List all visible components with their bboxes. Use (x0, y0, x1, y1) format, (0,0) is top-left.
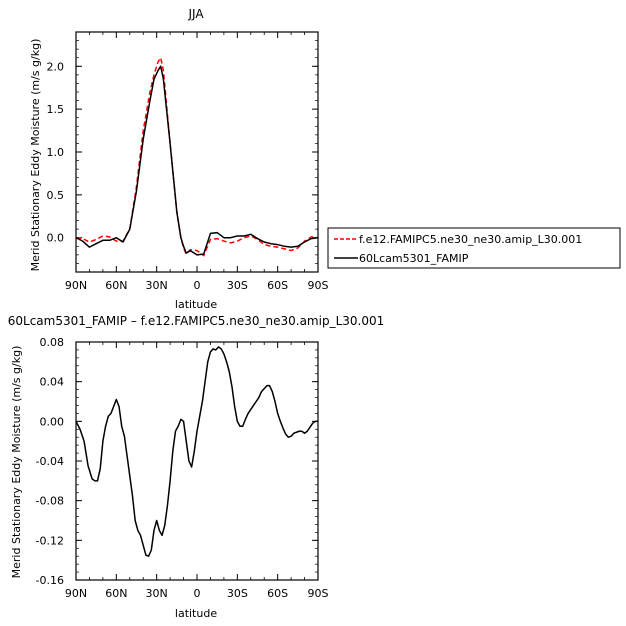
bottom-y-tick-label: 0.04 (40, 376, 65, 389)
bottom-y-tick-label: -0.16 (36, 574, 64, 587)
legend-box (327, 227, 621, 269)
top-y-tick-label: 1.0 (47, 146, 65, 159)
top-panel-title: JJA (187, 7, 204, 21)
bottom-x-tick-label: 30N (146, 587, 168, 600)
top-x-tick-label: 30N (146, 279, 168, 292)
legend-label-1: 60Lcam5301_FAMIP (359, 252, 469, 265)
bottom-panel-ylabel: Merid Stationary Eddy Moisture (m/s g/kg… (10, 346, 23, 579)
top-x-tick-label: 30S (227, 279, 248, 292)
top-series-line-0 (76, 56, 318, 257)
bottom-plot-frame (75, 341, 319, 581)
top-x-tick-label: 60N (105, 279, 127, 292)
bottom-panel-title: 60Lcam5301_FAMIP – f.e12.FAMIPC5.ne30_ne… (8, 314, 385, 328)
bottom-x-tick-label: 30S (227, 587, 248, 600)
top-panel-jja: JJA f.e12.FAMIPC5.ne30_ne30.amip_L30.001… (29, 7, 621, 311)
bottom-y-tick-label: -0.04 (36, 455, 64, 468)
legend: f.e12.FAMIPC5.ne30_ne30.amip_L30.001 60Lc… (327, 227, 621, 269)
bottom-x-tick-label: 60S (267, 587, 288, 600)
bottom-y-tick-label: -0.12 (36, 534, 64, 547)
bottom-x-tick-label: 60N (105, 587, 127, 600)
top-y-tick-label: 2.0 (47, 60, 65, 73)
top-x-tick-label: 90N (65, 279, 87, 292)
bottom-y-tick-label: 0.00 (40, 415, 65, 428)
top-x-tick-label: 60S (267, 279, 288, 292)
bottom-x-tick-label: 0 (194, 587, 201, 600)
top-panel-ylabel: Merid Stationary Eddy Moisture (m/s g/kg… (29, 39, 42, 272)
bottom-y-tick-label: 0.08 (40, 336, 65, 349)
bottom-y-tick-label: -0.08 (36, 495, 64, 508)
bottom-panel-xlabel: latitude (175, 607, 217, 620)
top-y-tick-label: 0.5 (47, 189, 65, 202)
top-panel-xlabel: latitude (175, 298, 217, 311)
top-x-tick-label: 90S (308, 279, 329, 292)
bottom-x-tick-label: 90N (65, 587, 87, 600)
top-x-tick-label: 0 (194, 279, 201, 292)
top-series-line-1 (76, 65, 318, 256)
bottom-x-tick-label: 90S (308, 587, 329, 600)
top-plot-frame (75, 31, 319, 273)
legend-label-0: f.e12.FAMIPC5.ne30_ne30.amip_L30.001 (359, 233, 582, 246)
top-y-tick-label: 1.5 (47, 103, 65, 116)
top-y-tick-label: 0.0 (47, 232, 65, 245)
bottom-series-line-0 (76, 346, 318, 557)
bottom-panel-difference: 60Lcam5301_FAMIP – f.e12.FAMIPC5.ne30_ne… (8, 314, 385, 620)
